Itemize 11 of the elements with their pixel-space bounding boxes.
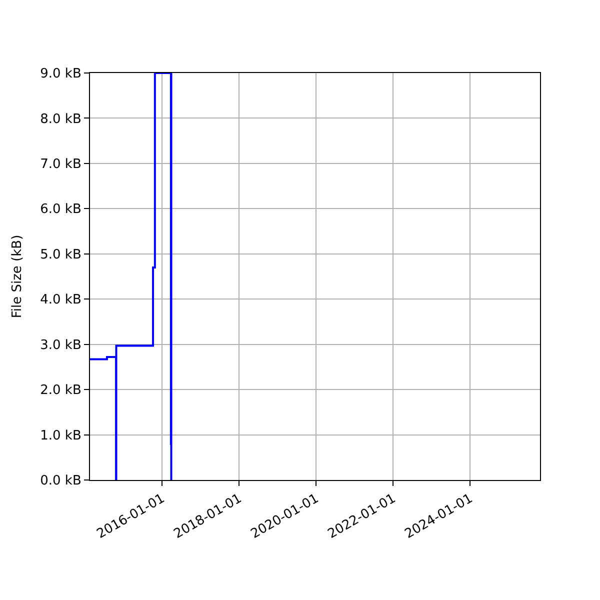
y-axis-title: File Size (kB) — [10, 234, 26, 318]
y-tick-label: 3.0 kB — [40, 338, 82, 353]
y-tick-label: 6.0 kB — [40, 202, 82, 218]
y-tick-label: 2.0 kB — [40, 383, 82, 398]
y-tick-label: 5.0 kB — [40, 247, 82, 262]
y-tick-label: 0.0 kB — [40, 474, 82, 489]
y-tick-label: 1.0 kB — [40, 428, 82, 444]
y-tick-label: 7.0 kB — [40, 156, 82, 172]
y-tick-label: 8.0 kB — [40, 112, 82, 127]
y-tick-label: 4.0 kB — [40, 292, 82, 308]
y-tick-label: 9.0 kB — [40, 66, 82, 82]
